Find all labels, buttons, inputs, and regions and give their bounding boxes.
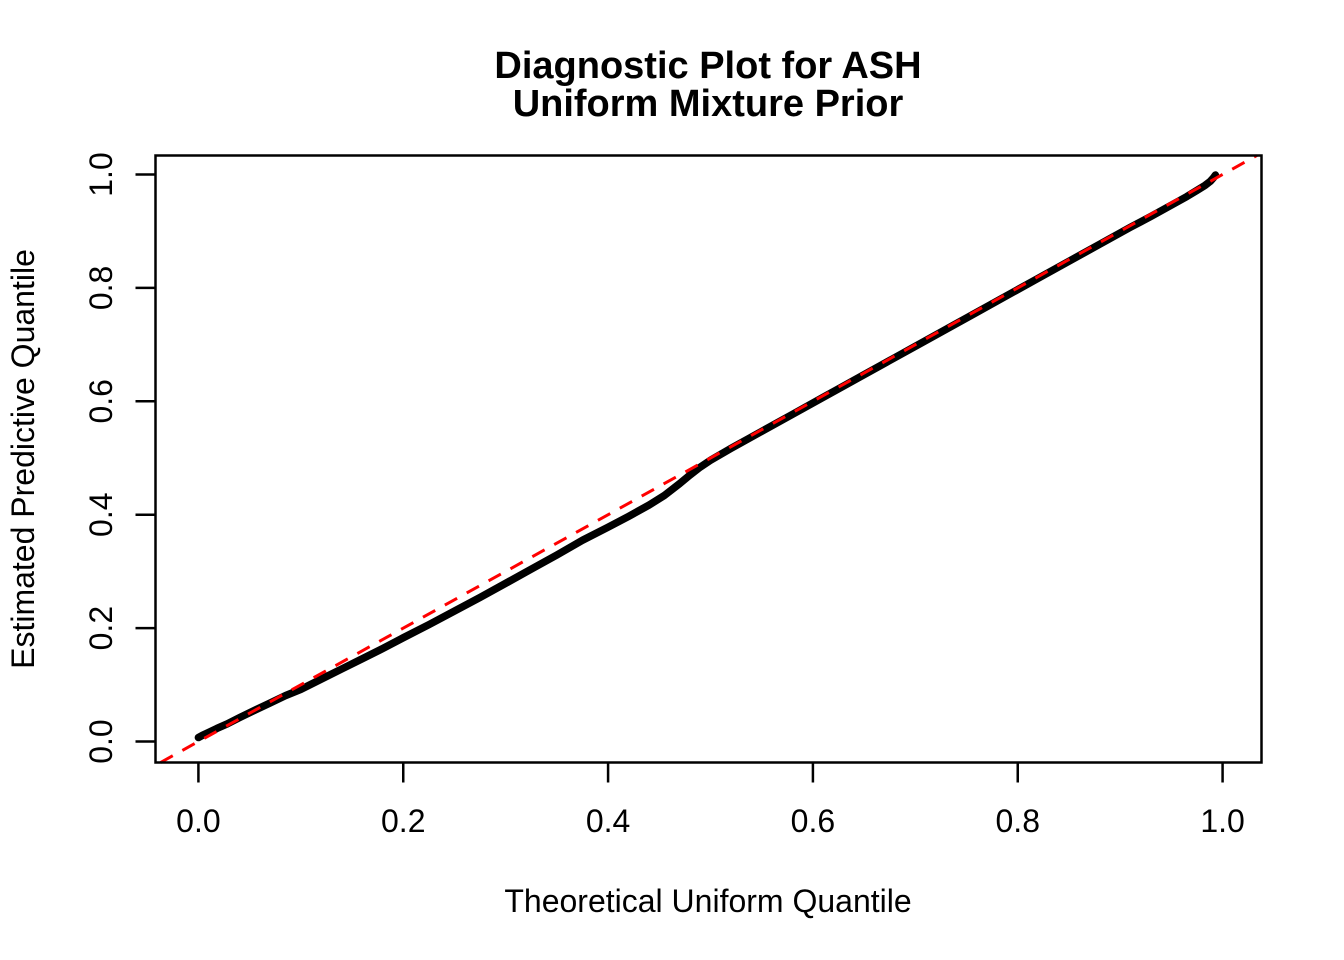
x-tick-label: 0.4: [586, 803, 630, 839]
y-tick-label: 0.2: [83, 606, 119, 650]
y-tick-label: 0.6: [83, 379, 119, 423]
plot-frame: [154, 154, 1263, 764]
y-tick-label: 1.0: [83, 152, 119, 196]
x-tick-label: 0.0: [176, 803, 220, 839]
reference-line-layer: [159, 154, 1258, 764]
y-axis: 0.0 0.2 0.4 0.6 0.8 1.0: [83, 152, 156, 764]
x-tick-label: 0.6: [791, 803, 835, 839]
x-tick-label: 0.2: [381, 803, 425, 839]
chart-title-line-2: Uniform Mixture Prior: [513, 83, 904, 125]
estimated-quantile-curve-layer: [194, 171, 1220, 742]
y-tick-label: 0.8: [83, 266, 119, 310]
x-tick-label: 1.0: [1200, 803, 1244, 839]
estimated-quantile-curve: [194, 171, 1220, 742]
y-tick-label: 0.0: [83, 719, 119, 763]
x-tick-label: 0.8: [996, 803, 1040, 839]
x-axis: 0.0 0.2 0.4 0.6 0.8 1.0: [176, 762, 1245, 839]
y-tick-label: 0.4: [83, 492, 119, 536]
identity-reference-line: [159, 154, 1258, 764]
y-axis-title: Estimated Predictive Quantile: [5, 249, 41, 669]
chart-title-line-1: Diagnostic Plot for ASH: [494, 45, 921, 87]
x-axis-title: Theoretical Uniform Quantile: [504, 883, 911, 919]
